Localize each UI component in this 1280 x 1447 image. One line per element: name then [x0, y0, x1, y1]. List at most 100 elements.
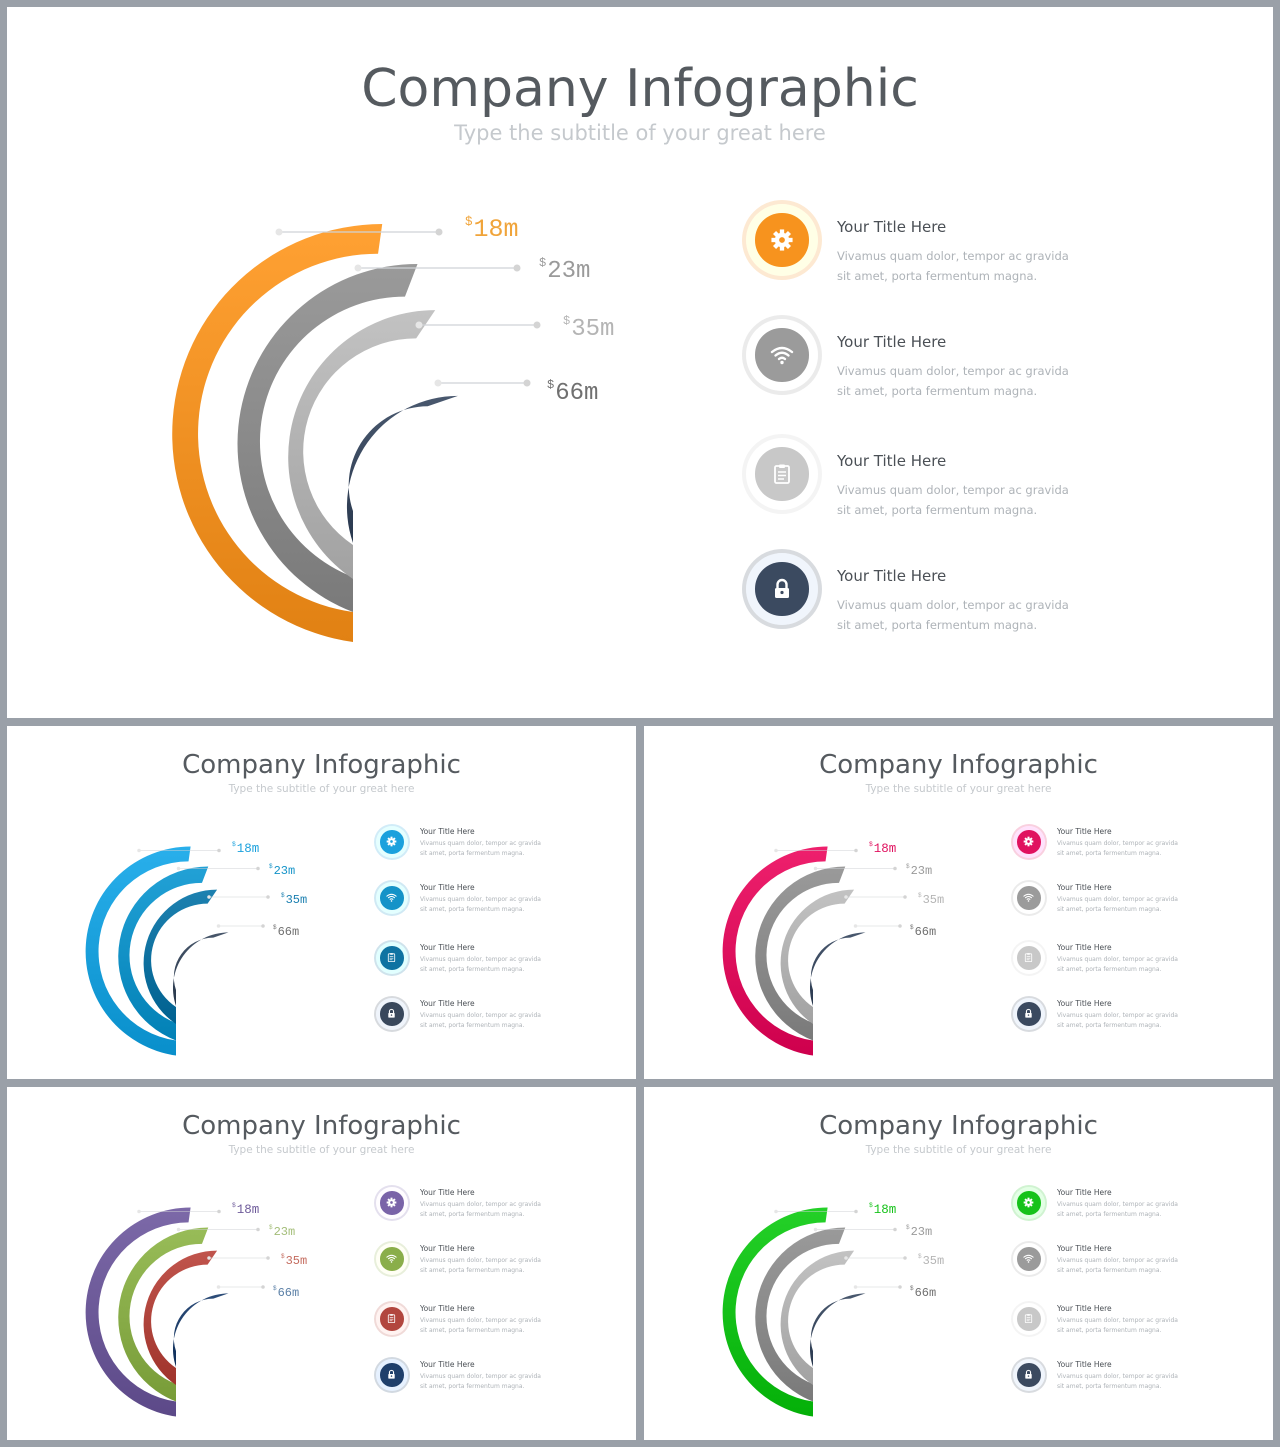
leader-dot	[844, 1256, 848, 1260]
ring-1	[722, 1207, 828, 1417]
leader-dot	[415, 321, 423, 329]
value-label-4: $66m	[273, 924, 300, 939]
ring-2	[755, 1227, 846, 1402]
value-amount: 35m	[922, 892, 945, 907]
leader-dot	[176, 1227, 181, 1232]
currency-symbol: $	[906, 1223, 910, 1231]
currency-symbol: $	[869, 1202, 873, 1210]
value-amount: 66m	[277, 924, 300, 939]
slide-title: Company Infographic	[182, 1111, 461, 1141]
leader-dot	[434, 379, 442, 387]
leader-dot	[207, 895, 211, 899]
slide-main: Company Infographic Type the subtitle of …	[7, 7, 1273, 718]
leader-dot	[813, 866, 818, 871]
item-description: Vivamus quam dolor, tempor ac gravida si…	[420, 956, 541, 973]
leader-dot	[216, 1285, 221, 1289]
slide-multicolor: Company Infographic Type the subtitle of …	[7, 1087, 636, 1440]
currency-symbol: $	[273, 1284, 277, 1292]
currency-symbol: $	[281, 1252, 285, 1260]
leader-dot	[893, 1227, 897, 1232]
clipboard-icon	[1017, 1307, 1041, 1331]
icon-badge	[746, 553, 818, 625]
leader-dot	[266, 1256, 270, 1260]
gear-icon	[380, 830, 404, 854]
wifi-icon	[380, 1247, 404, 1271]
ring-2	[118, 1227, 209, 1402]
slide-title: Company Infographic	[819, 1111, 1098, 1141]
slide-title: Company Infographic	[361, 59, 919, 119]
leader-dot	[261, 924, 265, 928]
value-label-1: $18m	[465, 215, 519, 244]
value-label-2: $23m	[539, 256, 590, 285]
item-title: Your Title Here	[1057, 827, 1112, 836]
ring-3	[780, 889, 855, 1024]
item-title: Your Title Here	[420, 943, 475, 952]
slide-blue: Company Infographic Type the subtitle of …	[7, 726, 636, 1079]
item-description: Vivamus quam dolor, tempor ac gravida si…	[1057, 896, 1178, 913]
ring-1	[172, 224, 383, 642]
value-amount: 18m	[873, 842, 897, 857]
wifi-icon	[1017, 1247, 1041, 1271]
value-label-2: $23m	[269, 1224, 296, 1239]
leader-dot	[207, 1256, 211, 1260]
value-label-2: $23m	[269, 862, 295, 878]
leader-dot	[137, 848, 141, 853]
leader-dot	[217, 1209, 221, 1214]
value-label-1: $18m	[232, 1202, 260, 1218]
icon-badge	[1013, 1243, 1045, 1275]
icon-badge	[1013, 882, 1045, 914]
slide-pink: Company Infographic Type the subtitle of …	[644, 726, 1273, 1079]
leader-dot	[854, 848, 858, 853]
item-description: Vivamus quam dolor, tempor ac gravida si…	[837, 598, 1069, 632]
lock-icon	[1017, 1363, 1041, 1387]
item-title: Your Title Here	[837, 567, 947, 585]
leader-dot	[898, 1285, 902, 1289]
slide-green: Company Infographic Type the subtitle of …	[644, 1087, 1273, 1440]
value-amount: 66m	[914, 1285, 937, 1300]
currency-symbol: $	[269, 862, 273, 870]
leader-dot	[853, 924, 858, 928]
lock-icon	[380, 1002, 404, 1026]
item-description: Vivamus quam dolor, tempor ac gravida si…	[837, 483, 1069, 517]
ring-chart	[172, 224, 541, 642]
ring-2	[755, 866, 846, 1041]
currency-symbol: $	[910, 1284, 914, 1292]
icon-badge	[376, 1187, 408, 1219]
gear-icon	[755, 213, 809, 267]
value-amount: 18m	[236, 1203, 260, 1218]
leader-dot	[844, 895, 848, 899]
item-description: Vivamus quam dolor, tempor ac gravida si…	[420, 896, 541, 913]
item-description: Vivamus quam dolor, tempor ac gravida si…	[420, 1317, 541, 1334]
item-title: Your Title Here	[420, 883, 475, 892]
leader-dot	[435, 228, 443, 236]
leader-dot	[533, 321, 541, 329]
item-description: Vivamus quam dolor, tempor ac gravida si…	[1057, 1373, 1178, 1390]
value-label-1: $18m	[869, 1202, 897, 1218]
wifi-icon	[380, 886, 404, 910]
value-amount: 18m	[873, 1203, 897, 1218]
value-label-3: $35m	[918, 1253, 944, 1268]
leader-dot	[266, 895, 270, 899]
leader-dot	[853, 1285, 858, 1289]
ring-4	[809, 932, 866, 1006]
ring-4	[172, 932, 229, 1006]
gear-icon	[380, 1191, 404, 1215]
leader-dot	[893, 866, 897, 871]
slide-subtitle: Type the subtitle of your great here	[865, 1144, 1052, 1156]
value-amount: 35m	[285, 1253, 308, 1268]
value-label-2: $23m	[906, 863, 932, 878]
value-label-3: $35m	[281, 1252, 308, 1268]
icon-badge	[376, 1303, 408, 1335]
item-title: Your Title Here	[420, 1244, 475, 1253]
item-description: Vivamus quam dolor, tempor ac gravida si…	[420, 1201, 541, 1218]
value-amount: 18m	[473, 215, 519, 244]
icon-badge	[1013, 942, 1045, 974]
currency-symbol: $	[918, 891, 922, 899]
ring-1	[85, 846, 191, 1056]
item-description: Vivamus quam dolor, tempor ac gravida si…	[420, 1012, 541, 1029]
currency-symbol: $	[869, 841, 873, 849]
icon-badge	[376, 1243, 408, 1275]
leader-dot	[903, 895, 907, 899]
icon-badge	[1013, 826, 1045, 858]
value-amount: 23m	[273, 1224, 296, 1239]
